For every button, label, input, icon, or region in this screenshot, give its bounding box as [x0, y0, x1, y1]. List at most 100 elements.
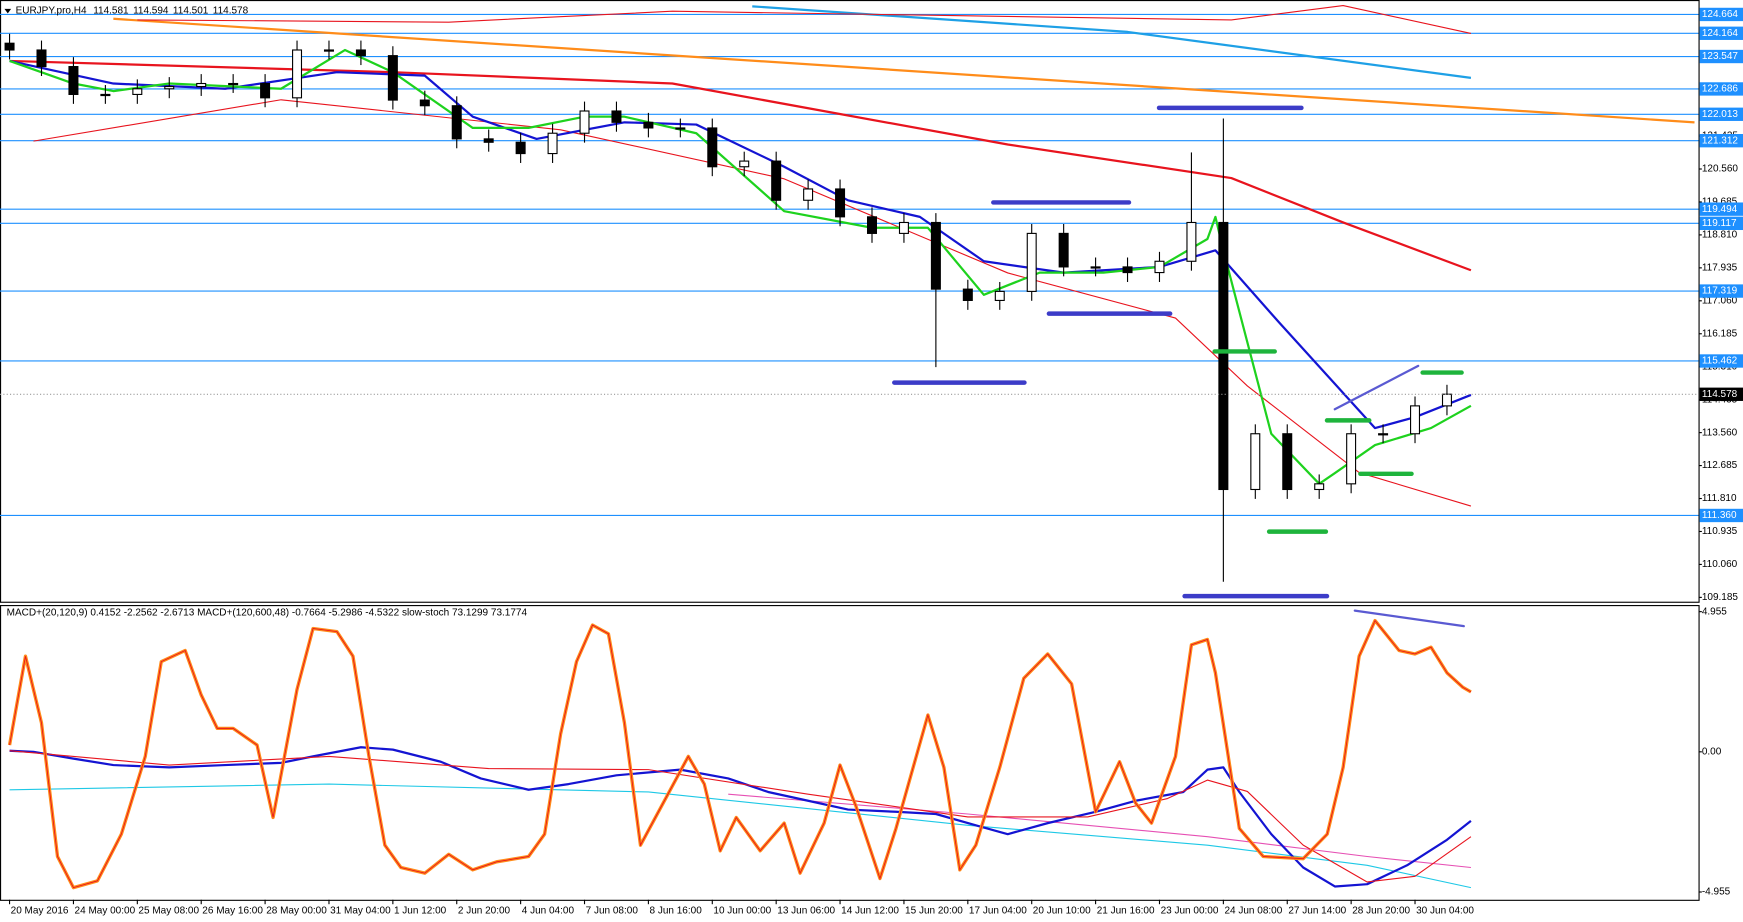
candle-body — [803, 188, 814, 201]
candle-body — [547, 132, 558, 155]
x-tick-label: 17 Jun 04:00 — [969, 906, 1027, 917]
x-tick-label: 30 Jun 04:00 — [1416, 906, 1474, 917]
candle-body — [36, 49, 47, 68]
indicator-line — [9, 59, 1472, 430]
candle-body — [292, 49, 303, 99]
candle-body — [4, 42, 15, 51]
candle-body — [962, 288, 973, 301]
x-tick-label: 23 Jun 00:00 — [1161, 906, 1219, 917]
x-tick-label: 14 Jun 12:00 — [841, 906, 899, 917]
candle-body — [994, 290, 1005, 301]
level-box — [1699, 216, 1743, 231]
x-tick-label: 26 May 16:00 — [202, 906, 263, 917]
candle-body — [739, 160, 750, 168]
level-label: 115.462 — [1702, 356, 1738, 367]
y-tick-label: 113.560 — [1702, 427, 1738, 438]
candle-body — [771, 160, 782, 201]
candle-body — [1250, 433, 1261, 491]
candle-body — [1154, 260, 1165, 274]
y-tick-label: 111.810 — [1702, 493, 1737, 504]
level-label: 124.664 — [1702, 9, 1739, 20]
indicator-line — [137, 5, 1472, 35]
candle-body — [515, 141, 526, 155]
level-label: 124.164 — [1702, 28, 1739, 39]
header-value: 114.501 — [173, 6, 209, 17]
x-tick-label: 8 Jun 16:00 — [650, 906, 703, 917]
candle-body — [835, 188, 846, 218]
menu-arrow[interactable] — [4, 8, 12, 14]
candle-body — [866, 216, 878, 234]
level-label: 121.312 — [1702, 135, 1739, 146]
x-tick-label: 15 Jun 20:00 — [905, 906, 963, 917]
level-label: 119.117 — [1702, 218, 1737, 229]
candle-body — [643, 121, 654, 129]
signal-line — [9, 619, 1472, 889]
x-tick-label: 28 May 00:00 — [266, 906, 327, 917]
x-tick-label: 10 Jun 00:00 — [713, 906, 771, 917]
candle-body — [611, 110, 622, 123]
y-tick-label: 117.935 — [1702, 262, 1738, 273]
candle-body — [1186, 221, 1197, 262]
level-box — [1699, 107, 1743, 121]
y-tick-label: 110.935 — [1702, 526, 1738, 537]
candle-body — [1441, 393, 1452, 407]
candle-body — [323, 49, 334, 52]
marks: 109.185 110.060 110.935 111.810 112.685 113.5… — [0, 5, 1743, 917]
indicator-title: MACD+(20,120,9) 0.4152 -2.2562 -2.6713 M… — [7, 607, 528, 618]
candle-body — [355, 49, 366, 57]
level-box — [1699, 26, 1743, 40]
x-tick-label: 24 May 00:00 — [75, 906, 136, 917]
trend-line — [1333, 364, 1420, 411]
y-tick-label: 112.685 — [1702, 460, 1738, 471]
candle-body — [132, 88, 143, 95]
candle-body — [1058, 232, 1069, 268]
candle-body — [68, 66, 79, 95]
indicator-line — [9, 783, 1472, 889]
x-tick-label: 24 Jun 08:00 — [1224, 906, 1282, 917]
x-tick-label: 21 Jun 16:00 — [1097, 906, 1155, 917]
candle-body — [196, 82, 207, 88]
y-tick-label: 0.00 — [1702, 746, 1722, 757]
x-tick-label: 31 May 04:00 — [330, 906, 391, 917]
y-tick-label: 117.060 — [1702, 295, 1738, 306]
candle-body — [260, 82, 271, 99]
level-box — [1699, 82, 1743, 96]
candle-body — [1282, 433, 1293, 491]
candle-body — [1090, 266, 1101, 269]
indicator-line — [113, 17, 1695, 124]
candle-body — [1314, 483, 1325, 491]
candle-body — [675, 127, 686, 130]
x-tick-label: 13 Jun 06:00 — [777, 906, 835, 917]
indicator-line — [728, 793, 1471, 869]
level-box — [1699, 354, 1743, 368]
level-label: 122.686 — [1702, 84, 1739, 95]
candle-body — [1346, 433, 1357, 485]
header-value: 114.594 — [133, 6, 169, 17]
candle-body — [419, 99, 430, 107]
candle-body — [1026, 232, 1037, 292]
x-tick-label: 4 Jun 04:00 — [522, 906, 575, 917]
level-box — [1699, 7, 1743, 22]
x-tick-label: 28 Jun 20:00 — [1352, 906, 1410, 917]
level-box — [1699, 202, 1743, 216]
level-box — [1699, 284, 1743, 298]
trend-line — [1353, 609, 1465, 628]
x-tick-label: 20 Jun 10:00 — [1033, 906, 1091, 917]
last-price-label: 114.578 — [1702, 389, 1738, 400]
indicator-frame — [0, 605, 1700, 901]
price-frame — [0, 0, 1700, 603]
candle-body — [1218, 221, 1229, 491]
y-tick-label: 116.185 — [1702, 328, 1738, 339]
level-box — [1699, 508, 1743, 523]
level-box — [1699, 134, 1743, 148]
header-value: 114.578 — [213, 6, 249, 17]
drawings — [892, 105, 1465, 628]
indicator-line — [33, 99, 1472, 507]
header: EURJPY.pro,H4 114.581 114.594 114.501 114.5… — [16, 6, 249, 17]
candle-body — [387, 55, 398, 101]
level-box — [1699, 49, 1743, 64]
y-tick-label: 119.685 — [1702, 197, 1738, 208]
y-tick-label: 4.955 — [1702, 606, 1727, 617]
